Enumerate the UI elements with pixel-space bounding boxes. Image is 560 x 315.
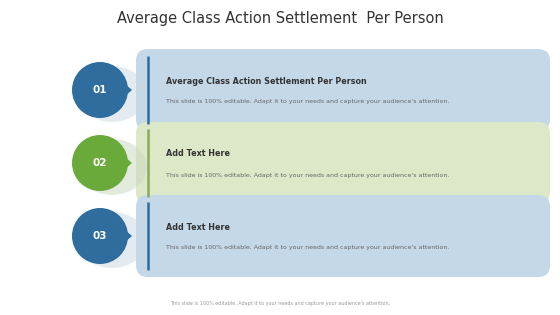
Text: Average Class Action Settlement Per Person: Average Class Action Settlement Per Pers… (166, 77, 367, 85)
Text: Add Text Here: Add Text Here (166, 150, 230, 158)
Text: 02: 02 (93, 158, 108, 168)
Ellipse shape (72, 135, 128, 191)
Ellipse shape (77, 139, 147, 195)
Ellipse shape (72, 208, 128, 264)
FancyBboxPatch shape (136, 49, 550, 131)
FancyBboxPatch shape (136, 122, 550, 204)
Text: 03: 03 (93, 231, 108, 241)
FancyArrow shape (124, 156, 132, 170)
Text: This slide is 100% editable. Adapt it to your needs and capture your audience's : This slide is 100% editable. Adapt it to… (166, 245, 449, 250)
FancyArrow shape (124, 229, 132, 243)
Text: This slide is 100% editable. Adapt it to your needs and capture your audience's : This slide is 100% editable. Adapt it to… (166, 173, 449, 177)
Text: Add Text Here: Add Text Here (166, 222, 230, 232)
Text: This slide is 100% editable. Adapt it to your needs and capture your audience's : This slide is 100% editable. Adapt it to… (170, 301, 390, 306)
Text: 01: 01 (93, 85, 108, 95)
Ellipse shape (72, 62, 128, 118)
Ellipse shape (77, 212, 147, 268)
Text: Average Class Action Settlement  Per Person: Average Class Action Settlement Per Pers… (116, 10, 444, 26)
FancyBboxPatch shape (136, 195, 550, 277)
Text: This slide is 100% editable. Adapt it to your needs and capture your audience's : This slide is 100% editable. Adapt it to… (166, 100, 449, 105)
FancyArrow shape (124, 83, 132, 97)
Ellipse shape (77, 66, 147, 122)
